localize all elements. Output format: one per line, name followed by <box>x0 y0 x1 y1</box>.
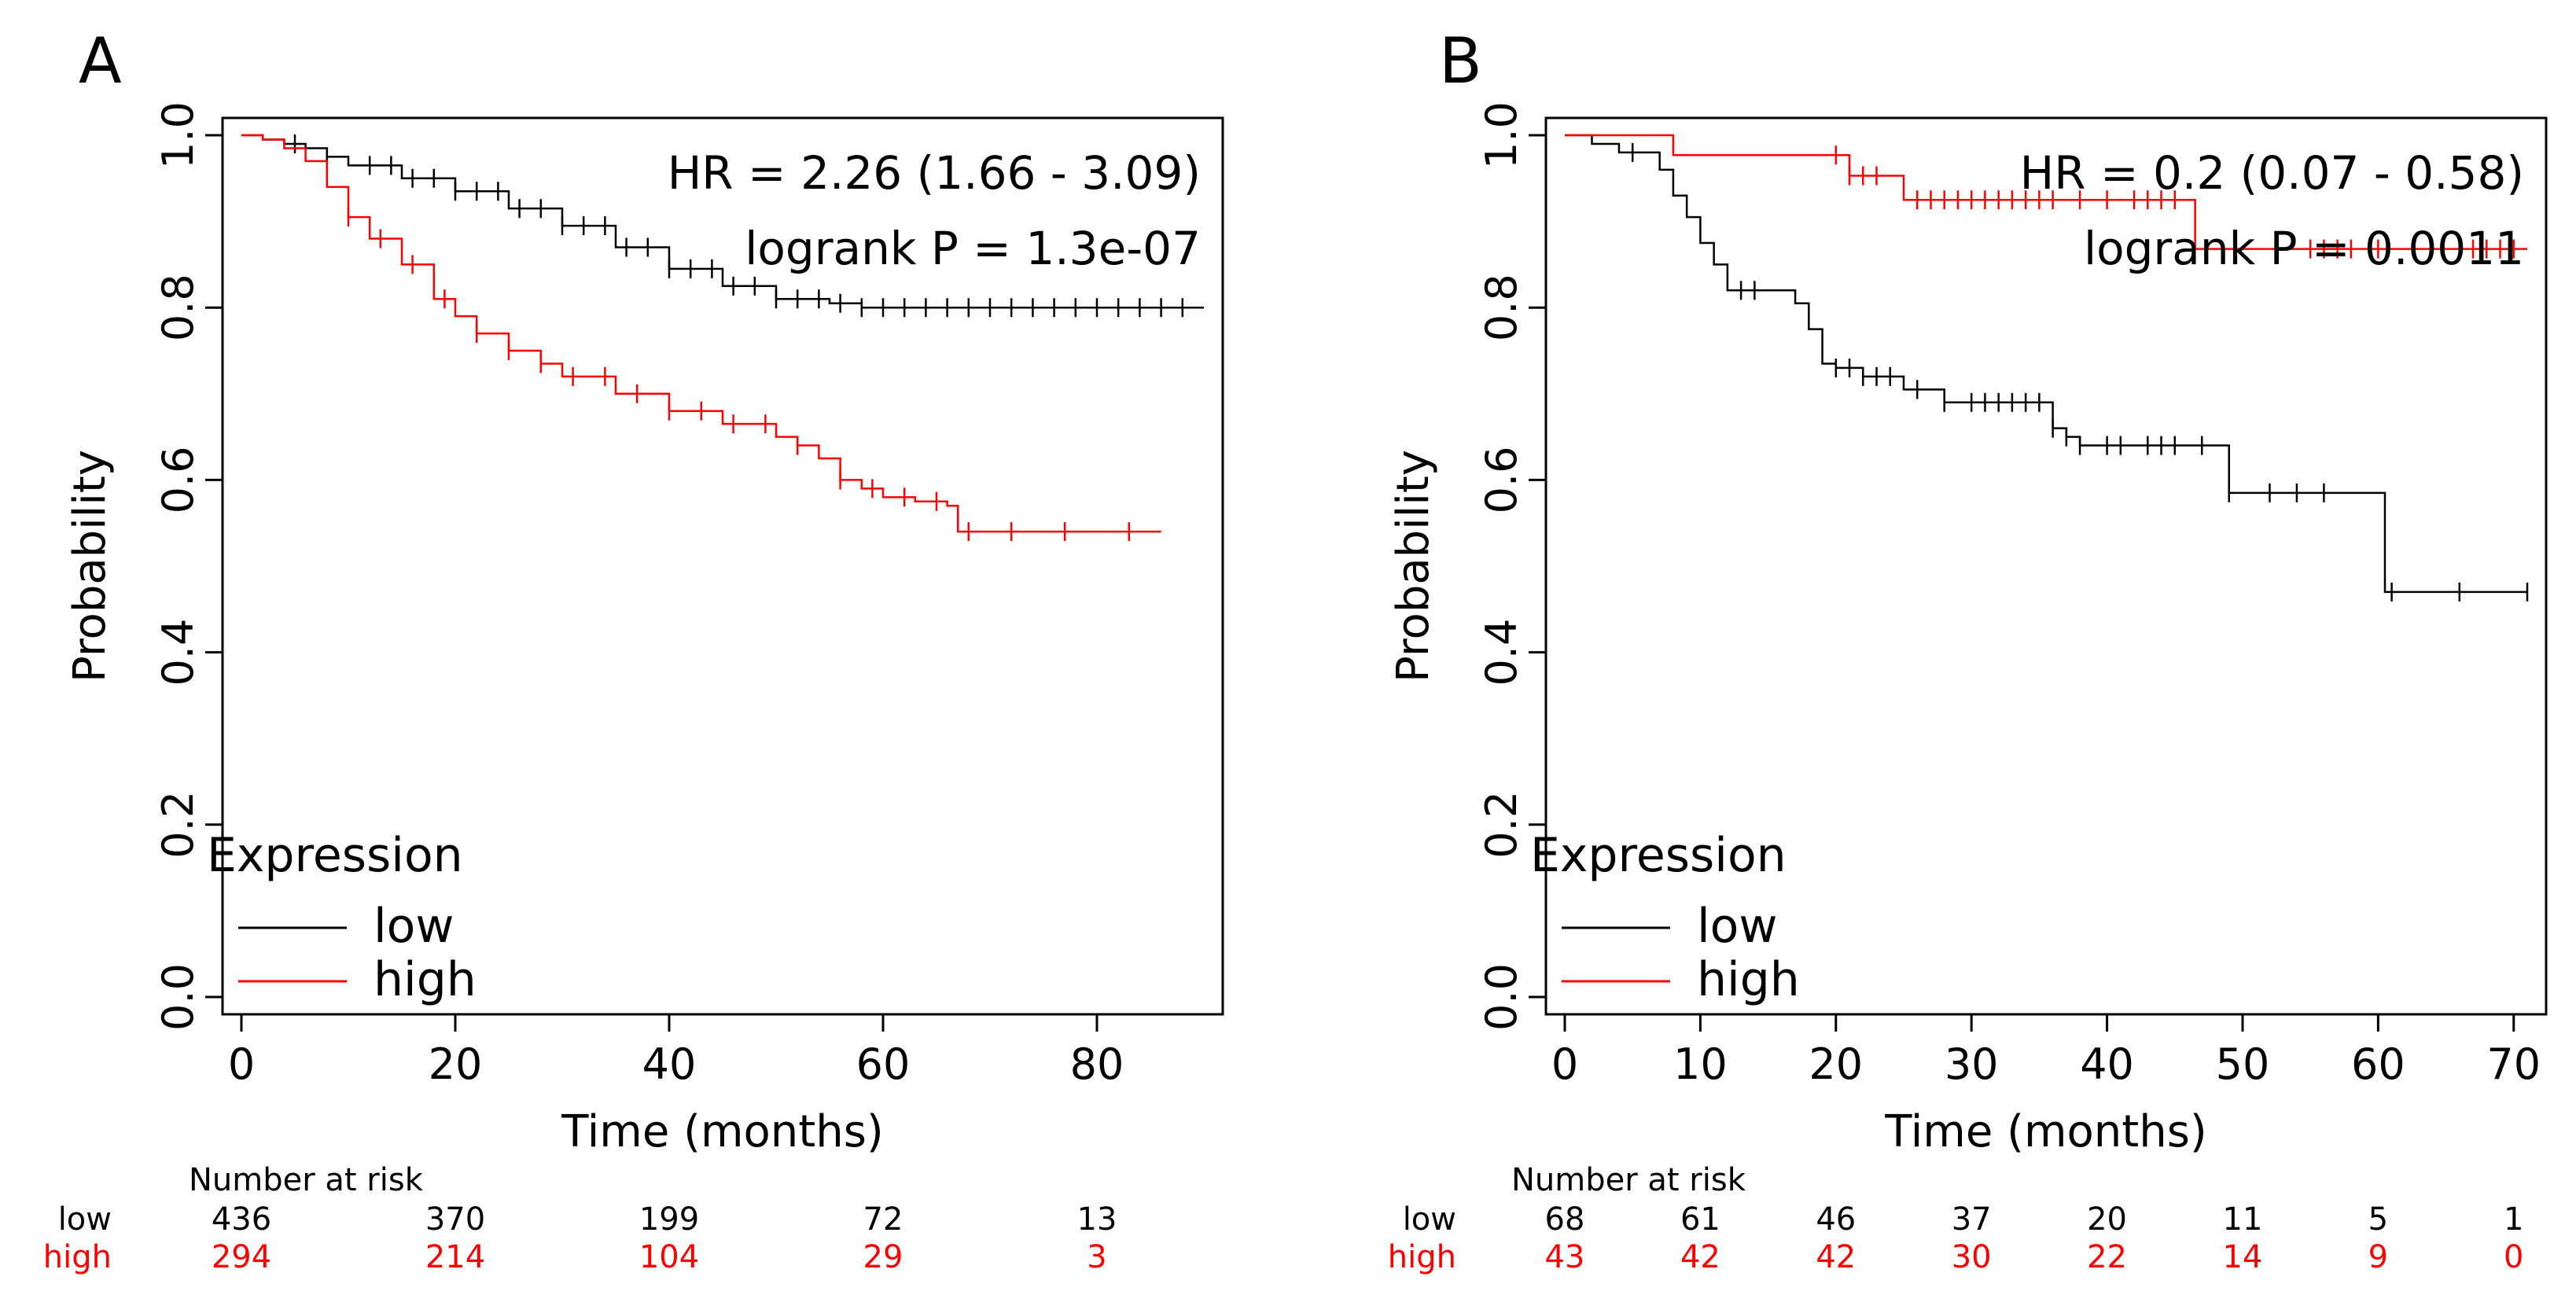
survival-curve-low <box>241 134 1204 309</box>
y-tick-label: 0.2 <box>1477 791 1526 859</box>
y-tick-label: 0.2 <box>153 791 203 859</box>
risk-row-label-high: high <box>1388 1239 1456 1275</box>
x-axis-title: Time (months) <box>1884 1106 2206 1157</box>
legend-entry-low: low <box>374 899 454 954</box>
x-tick-label: 10 <box>1673 1039 1728 1089</box>
y-tick-label: 0.0 <box>1477 963 1526 1031</box>
y-axis-title: Probability <box>64 450 116 682</box>
y-tick-label: 0.8 <box>1477 274 1526 341</box>
plot-frame <box>221 116 1224 1016</box>
km-panel-a: A 0.0 0.2 0.4 0.6 0.8 1.0 0 20 40 60 80 Time (months… <box>43 24 1224 1275</box>
x-tick-label: 70 <box>2486 1039 2541 1089</box>
panel-label: B <box>1439 24 1482 97</box>
y-tick-label: 1.0 <box>153 101 203 169</box>
risk-row-label-high: high <box>43 1239 112 1275</box>
risk-value-low: 370 <box>425 1201 485 1238</box>
risk-value-low: 46 <box>1816 1201 1856 1238</box>
risk-value-low: 436 <box>212 1201 271 1238</box>
risk-value-high: 42 <box>1816 1239 1856 1275</box>
risk-value-low: 37 <box>1952 1201 1992 1238</box>
risk-value-low: 68 <box>1545 1201 1585 1238</box>
risk-value-high: 42 <box>1680 1239 1720 1275</box>
risk-value-low: 13 <box>1077 1201 1117 1238</box>
risk-value-high: 294 <box>212 1239 271 1275</box>
risk-value-high: 43 <box>1545 1239 1585 1275</box>
risk-value-low: 20 <box>2087 1201 2127 1238</box>
risk-value-high: 22 <box>2087 1239 2127 1275</box>
risk-value-low: 5 <box>2368 1201 2388 1238</box>
panel-label: A <box>79 24 122 97</box>
legend-title: Expression <box>207 828 463 883</box>
risk-value-high: 104 <box>639 1239 699 1275</box>
legend-entry-high: high <box>374 952 477 1007</box>
y-tick-label: 0.0 <box>153 963 203 1031</box>
x-tick-label: 80 <box>1070 1039 1124 1089</box>
survival-curve-high <box>241 134 1161 533</box>
risk-value-low: 11 <box>2223 1201 2263 1238</box>
survival-curve-low <box>1565 134 2527 594</box>
risk-table-title: Number at risk <box>189 1162 424 1198</box>
y-tick-label: 0.8 <box>153 274 203 341</box>
logrank-annotation: logrank P = 1.3e-07 <box>745 222 1201 275</box>
y-tick-label: 0.6 <box>1477 446 1526 513</box>
risk-value-low: 61 <box>1680 1201 1720 1238</box>
risk-value-low: 199 <box>639 1201 699 1238</box>
legend-entry-low: low <box>1697 899 1777 954</box>
x-tick-label: 60 <box>856 1039 911 1089</box>
risk-value-high: 9 <box>2368 1239 2388 1275</box>
y-axis-title: Probability <box>1388 450 1439 682</box>
risk-row-label-low: low <box>1403 1201 1456 1238</box>
x-tick-label: 0 <box>1551 1039 1578 1089</box>
risk-value-high: 30 <box>1952 1239 1992 1275</box>
logrank-annotation: logrank P = 0.0011 <box>2084 222 2524 275</box>
x-tick-label: 40 <box>2080 1039 2134 1089</box>
legend-title: Expression <box>1530 828 1787 883</box>
plot-frame <box>1544 116 2548 1016</box>
x-tick-label: 40 <box>642 1039 697 1089</box>
risk-value-high: 14 <box>2223 1239 2263 1275</box>
risk-table-title: Number at risk <box>1511 1162 1746 1198</box>
x-tick-label: 20 <box>429 1039 483 1089</box>
hazard-ratio-annotation: HR = 2.26 (1.66 - 3.09) <box>668 146 1201 200</box>
risk-value-high: 3 <box>1087 1239 1106 1275</box>
risk-value-high: 29 <box>863 1239 903 1275</box>
x-tick-label: 20 <box>1809 1039 1863 1089</box>
x-axis-title: Time (months) <box>561 1106 883 1157</box>
y-tick-label: 0.6 <box>153 446 203 513</box>
y-tick-label: 0.4 <box>153 619 203 686</box>
x-tick-label: 50 <box>2216 1039 2270 1089</box>
x-tick-label: 30 <box>1945 1039 1999 1089</box>
risk-value-low: 72 <box>863 1201 903 1238</box>
risk-value-high: 0 <box>2504 1239 2523 1275</box>
risk-value-low: 1 <box>2504 1201 2523 1238</box>
legend-entry-high: high <box>1697 952 1800 1007</box>
hazard-ratio-annotation: HR = 0.2 (0.07 - 0.58) <box>2020 146 2524 200</box>
x-tick-label: 60 <box>2351 1039 2405 1089</box>
risk-value-high: 214 <box>425 1239 485 1275</box>
y-tick-label: 1.0 <box>1477 101 1526 169</box>
x-tick-label: 0 <box>228 1039 255 1089</box>
y-tick-label: 0.4 <box>1477 619 1526 686</box>
risk-row-label-low: low <box>58 1201 112 1238</box>
